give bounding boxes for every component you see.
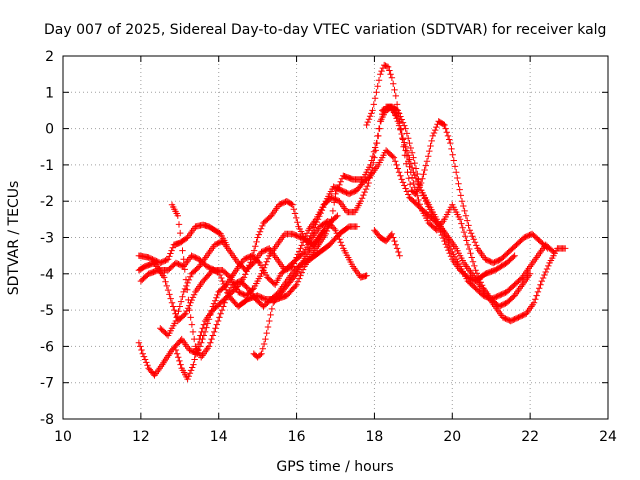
series-track-8 <box>250 227 327 361</box>
data-points <box>137 147 569 325</box>
x-tick-label: 10 <box>54 429 72 445</box>
x-tick-label: 24 <box>599 429 617 445</box>
series-track-9 <box>371 227 403 259</box>
series-track-4 <box>137 147 569 325</box>
y-tick-label: -4 <box>40 267 54 283</box>
series-track-11 <box>379 103 534 310</box>
series-track-10 <box>363 61 551 267</box>
data-points <box>363 61 551 267</box>
y-tick-label: 0 <box>45 122 54 138</box>
y-tick-label: -7 <box>40 376 54 392</box>
y-axis-title: SDTVAR / TECUs <box>6 181 22 296</box>
data-points <box>250 227 327 361</box>
x-axis-title: GPS time / hours <box>276 459 393 475</box>
x-tick-label: 16 <box>288 429 306 445</box>
y-tick-label: 2 <box>45 49 54 65</box>
chart-title: Day 007 of 2025, Sidereal Day-to-day VTE… <box>44 22 606 38</box>
y-tick-label: -1 <box>40 158 54 174</box>
series-track-5 <box>157 103 557 339</box>
y-tick-label: 1 <box>45 85 54 101</box>
x-tick-label: 22 <box>521 429 539 445</box>
data-points <box>135 221 230 267</box>
x-tick-label: 14 <box>210 429 228 445</box>
y-tick-label: -2 <box>40 194 54 210</box>
y-tick-label: -6 <box>40 339 54 355</box>
x-tick-label: 18 <box>366 429 384 445</box>
x-tick-label: 20 <box>443 429 461 445</box>
series-track-1 <box>135 221 230 267</box>
data-points <box>135 103 518 325</box>
data-points <box>371 227 403 259</box>
series-layer <box>135 61 569 383</box>
x-tick-label: 12 <box>132 429 150 445</box>
y-tick-label: -8 <box>40 412 54 428</box>
y-tick-label: -5 <box>40 303 54 319</box>
y-tick-label: -3 <box>40 231 54 247</box>
data-points <box>157 103 557 339</box>
series-track-2 <box>135 103 518 325</box>
data-points <box>379 103 534 310</box>
